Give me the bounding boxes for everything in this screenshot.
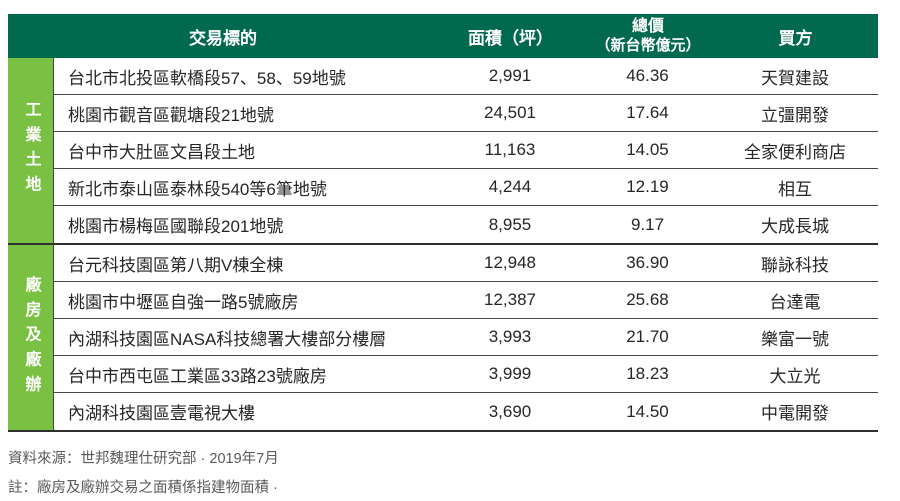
cell-buyer: 大成長城 <box>761 217 829 236</box>
cell-target: 桃園市楊梅區國聯段201地號 <box>68 217 284 236</box>
cell-price: 17.64 <box>626 103 669 122</box>
table-row: 台北市北投區軟橋段57、58、59地號 2,991 46.36 天賀建設 <box>54 58 878 95</box>
source-note: 資料來源：世邦魏理仕研究部 · 2019年7月 <box>8 451 279 467</box>
table-row: 桃園市中壢區自強一路5號廠房 12,387 25.68 台達電 <box>54 282 878 319</box>
cell-target: 桃園市中壢區自強一路5號廠房 <box>68 292 299 312</box>
col-header-price: 總價 （新台幣億元） <box>583 18 713 54</box>
table-row: 桃園市楊梅區國聯段201地號 8,955 9.17 大成長城 <box>54 206 878 243</box>
cell-buyer: 相互 <box>778 179 812 199</box>
measurement-note: 註：廠房及廠辦交易之面積係指建物面積 · <box>8 480 278 497</box>
cell-area: 3,690 <box>488 401 532 421</box>
cell-price: 9.17 <box>630 214 665 234</box>
footer-notes: 資料來源：世邦魏理仕研究部 · 2019年7月 註：廠房及廠辦交易之面積係指建物… <box>8 440 279 499</box>
cell-target: 台北市北投區軟橋段57、58、59地號 <box>68 68 346 88</box>
col-header-price-line2: （新台幣億元） <box>595 36 701 54</box>
table-header-row: 交易標的 面積（坪） 總價 （新台幣億元） 買方 <box>8 14 878 58</box>
cell-target: 新北市泰山區泰林段540等6筆地號 <box>68 179 327 199</box>
cell-area: 2,991 <box>488 66 532 85</box>
table-row: 台元科技園區第八期V棟全棟 12,948 36.90 聯詠科技 <box>54 245 878 282</box>
group-rows: 台元科技園區第八期V棟全棟 12,948 36.90 聯詠科技 桃園市中壢區自強… <box>53 245 878 430</box>
table-row: 桃園市觀音區觀塘段21地號 24,501 17.64 立彊開發 <box>54 95 878 132</box>
cell-buyer: 聯詠科技 <box>761 255 829 275</box>
table-row: 台中市西屯區工業區33路23號廠房 3,999 18.23 大立光 <box>54 356 878 393</box>
cell-area: 3,999 <box>488 364 532 383</box>
cell-target: 台中市西屯區工業區33路23號廠房 <box>68 366 327 386</box>
cell-buyer: 中電開發 <box>761 404 829 423</box>
cell-buyer: 天賀建設 <box>761 68 829 88</box>
cell-area: 12,948 <box>484 253 536 272</box>
col-header-buyer: 買方 <box>778 28 813 48</box>
group-rows: 台北市北投區軟橋段57、58、59地號 2,991 46.36 天賀建設 桃園市… <box>53 58 878 243</box>
cell-price: 25.68 <box>626 290 669 309</box>
cell-area: 24,501 <box>484 103 536 122</box>
cell-target: 桃園市觀音區觀塘段21地號 <box>68 105 274 125</box>
cell-price: 21.70 <box>626 327 669 346</box>
group-factory-office: 廠房及廠辦 台元科技園區第八期V棟全棟 12,948 36.90 聯詠科技 桃園… <box>8 245 878 430</box>
table-row: 台中市大肚區文昌段土地 11,163 14.05 全家便利商店 <box>54 132 878 169</box>
cell-buyer: 全家便利商店 <box>744 142 846 162</box>
transactions-table: 交易標的 面積（坪） 總價 （新台幣億元） 買方 工業土地 台北市北投區軟橋段5… <box>8 14 878 432</box>
cell-price: 36.90 <box>626 253 669 272</box>
cell-price: 14.05 <box>626 140 669 159</box>
cell-area: 12,387 <box>484 290 536 309</box>
cell-buyer: 立彊開發 <box>761 105 829 125</box>
group-industrial-land: 工業土地 台北市北投區軟橋段57、58、59地號 2,991 46.36 天賀建… <box>8 58 878 245</box>
table-body: 工業土地 台北市北投區軟橋段57、58、59地號 2,991 46.36 天賀建… <box>8 58 878 432</box>
cell-price: 18.23 <box>626 364 669 383</box>
cell-area: 11,163 <box>484 140 536 159</box>
cell-area: 3,993 <box>488 327 532 346</box>
cell-area: 4,244 <box>488 177 532 196</box>
cell-target: 台元科技園區第八期V棟全棟 <box>68 255 284 275</box>
cell-price: 12.19 <box>626 177 669 196</box>
cell-target: 台中市大肚區文昌段土地 <box>68 142 255 162</box>
cell-price: 14.50 <box>626 401 669 421</box>
cell-area: 8,955 <box>488 214 532 234</box>
col-header-area: 面積（坪） <box>468 28 553 48</box>
col-header-price-line1: 總價 <box>631 18 664 36</box>
cell-target: 內湖科技園區壹電視大樓 <box>68 404 255 423</box>
cell-buyer: 台達電 <box>769 292 821 312</box>
cell-price: 46.36 <box>626 66 669 85</box>
table-row: 新北市泰山區泰林段540等6筆地號 4,244 12.19 相互 <box>54 169 878 206</box>
cell-buyer: 大立光 <box>769 366 821 386</box>
group-label-industrial-land: 工業土地 <box>8 58 53 243</box>
group-label-factory-office: 廠房及廠辦 <box>8 245 53 430</box>
cell-target: 內湖科技園區NASA科技總署大樓部分樓層 <box>68 329 387 349</box>
cell-buyer: 樂富一號 <box>761 329 829 349</box>
table-row: 內湖科技園區壹電視大樓 3,690 14.50 中電開發 <box>54 393 878 430</box>
table-row: 內湖科技園區NASA科技總署大樓部分樓層 3,993 21.70 樂富一號 <box>54 319 878 356</box>
col-header-target: 交易標的 <box>189 28 257 48</box>
